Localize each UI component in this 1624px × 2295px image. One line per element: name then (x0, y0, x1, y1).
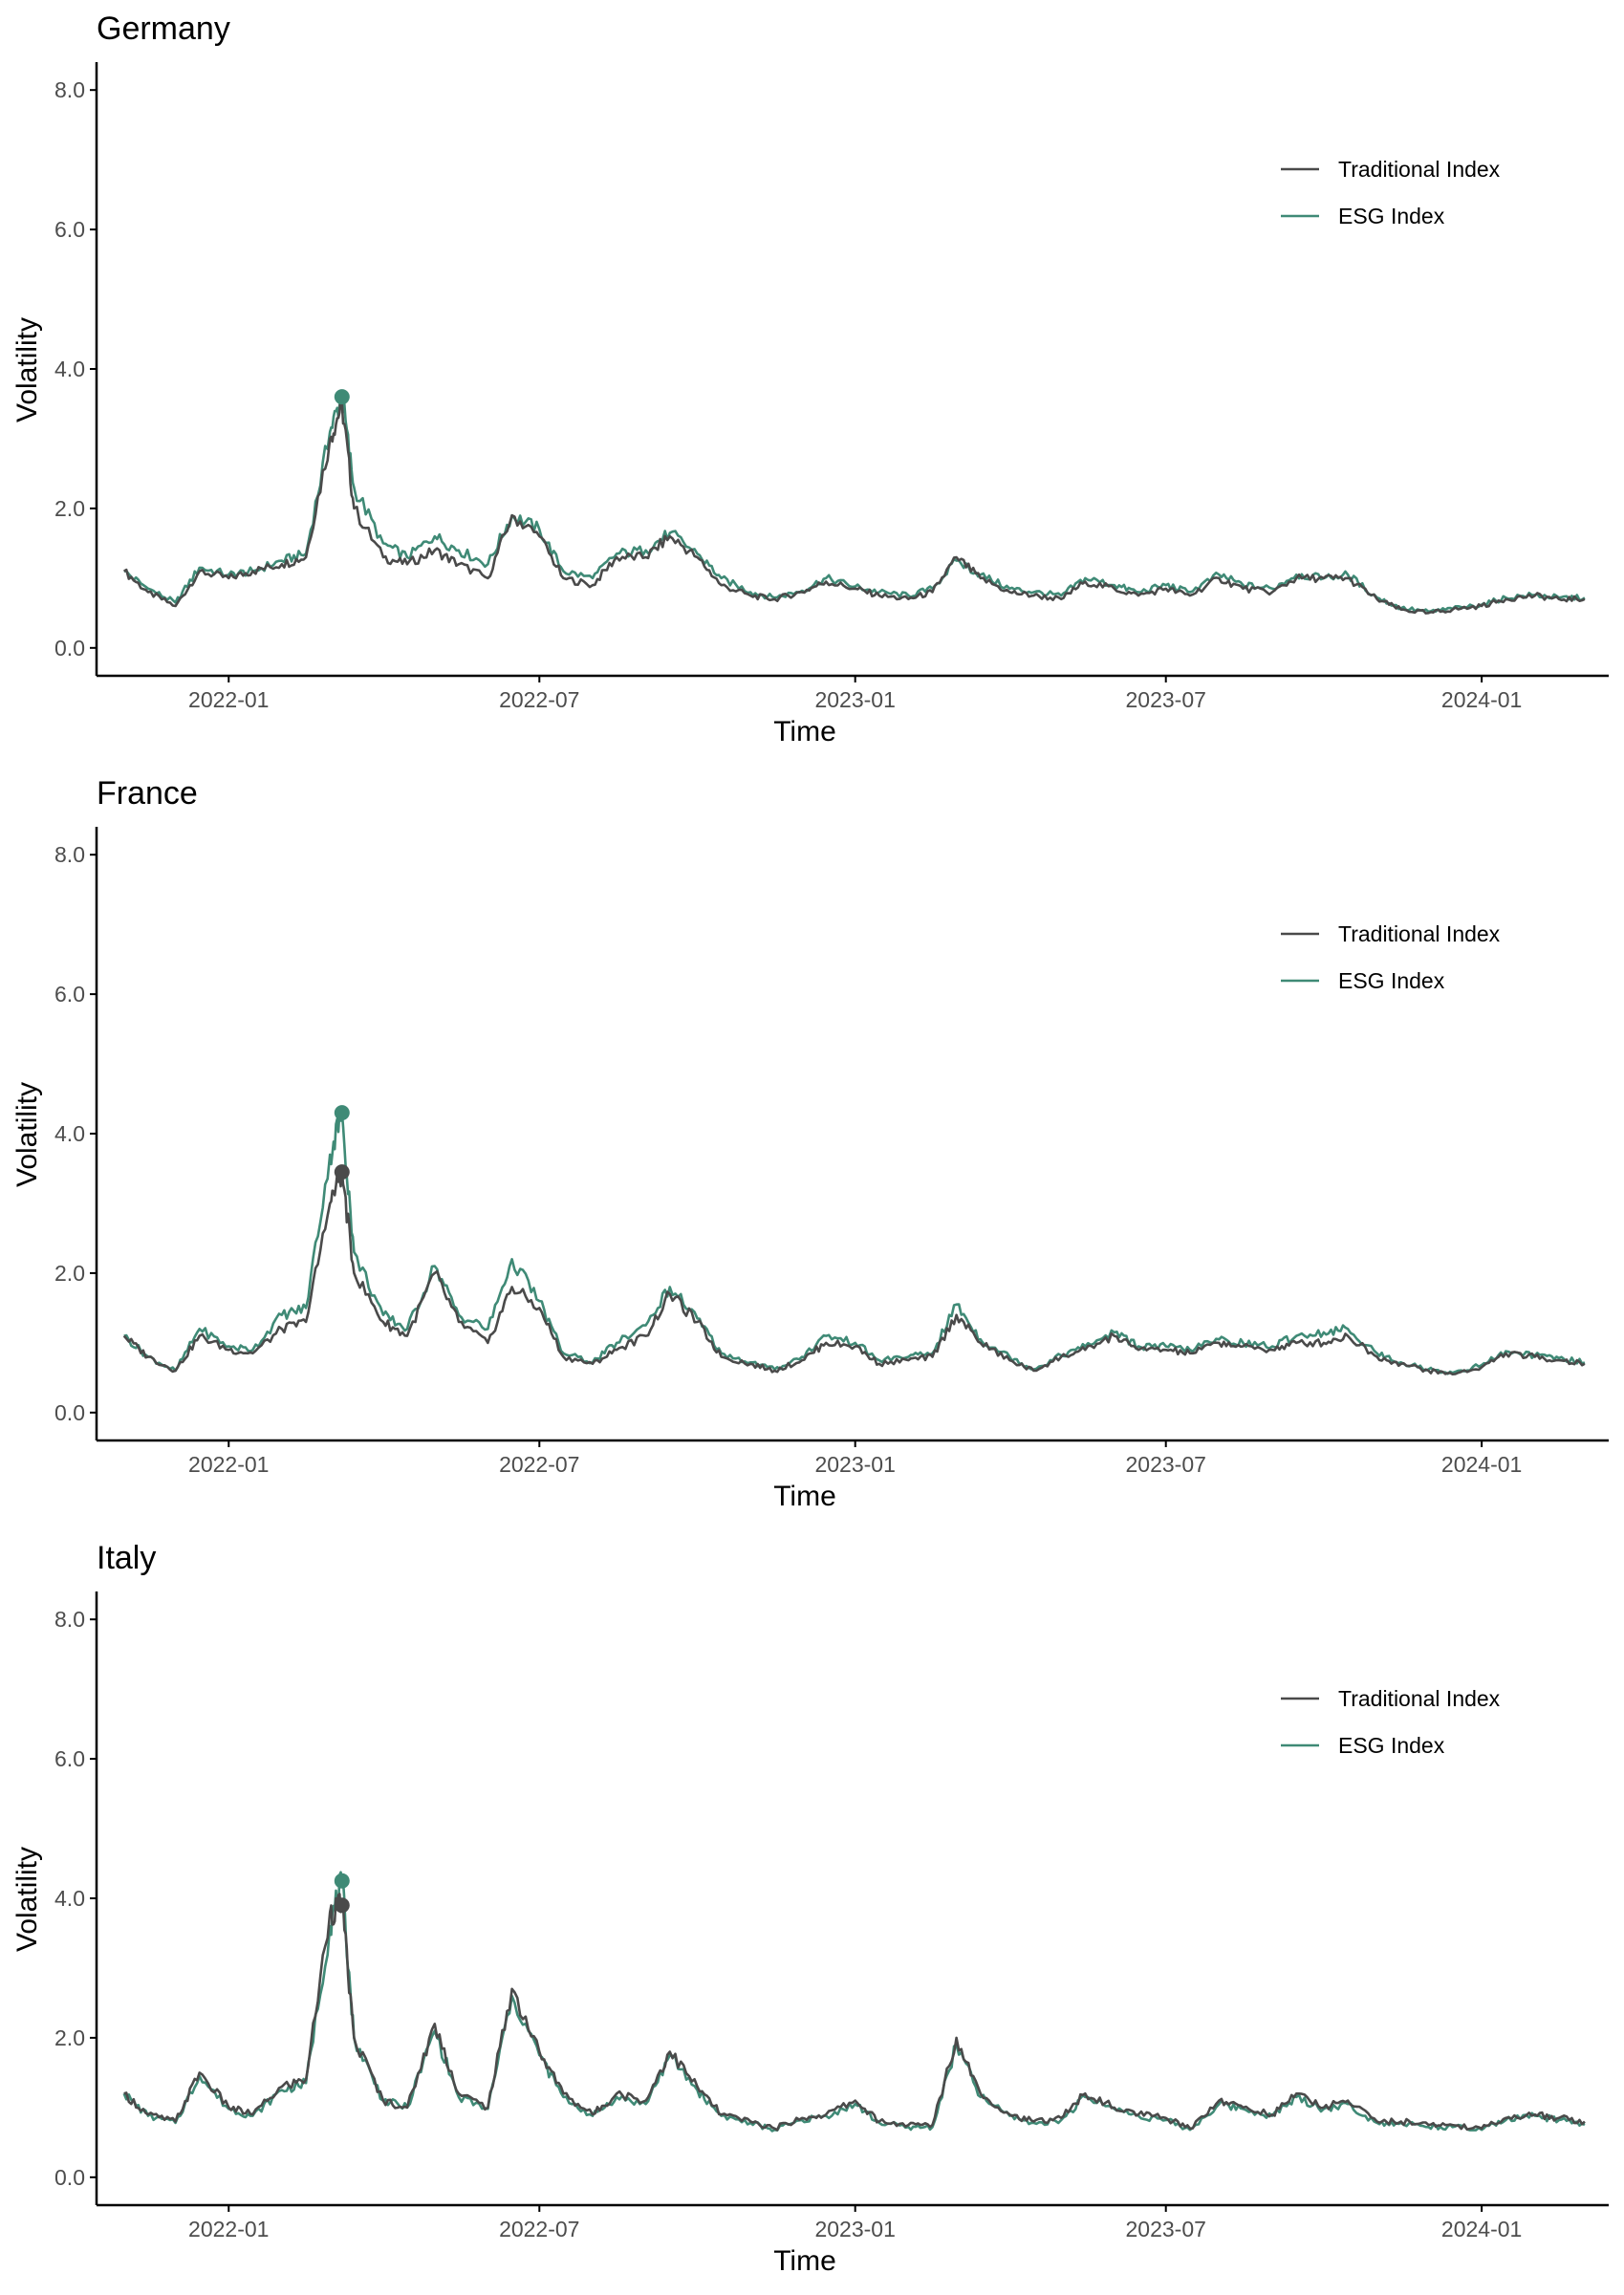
series-line-esg-index (123, 395, 1586, 614)
legend-label: Traditional Index (1338, 157, 1501, 182)
series-line-traditional-index (123, 395, 1586, 615)
y-tick-label: 6.0 (54, 1746, 85, 1771)
peak-marker-traditional-index (334, 1164, 350, 1180)
chart-title: France (97, 775, 198, 812)
y-tick-label: 2.0 (54, 496, 85, 521)
y-tick-label: 0.0 (54, 1400, 85, 1425)
y-tick-label: 2.0 (54, 1261, 85, 1286)
peak-marker-esg-index (334, 1873, 350, 1889)
x-tick-label: 2024-01 (1441, 687, 1522, 712)
x-tick-label: 2024-01 (1441, 1452, 1522, 1477)
y-axis-label: Volatility (11, 1847, 43, 1952)
x-tick-label: 2022-01 (188, 1452, 269, 1477)
x-tick-label: 2023-07 (1126, 2217, 1206, 2241)
y-tick-label: 2.0 (54, 2025, 85, 2050)
y-tick-label: 4.0 (54, 357, 85, 381)
peak-marker-esg-index (334, 1105, 350, 1121)
peak-marker-esg-index (334, 389, 350, 405)
legend-label: ESG Index (1338, 204, 1445, 228)
peak-marker-traditional-index (334, 1897, 350, 1914)
series-line-traditional-index (122, 1170, 1586, 1375)
x-tick-label: 2024-01 (1441, 2217, 1522, 2241)
x-tick-label: 2023-07 (1126, 687, 1206, 712)
x-tick-label: 2023-01 (814, 687, 895, 712)
y-tick-label: 4.0 (54, 1121, 85, 1146)
y-tick-label: 4.0 (54, 1886, 85, 1911)
x-tick-label: 2022-07 (499, 2217, 579, 2241)
y-tick-label: 0.0 (54, 2165, 85, 2190)
y-tick-label: 8.0 (54, 77, 85, 102)
chart-title: Italy (97, 1540, 156, 1576)
x-tick-label: 2022-07 (499, 687, 579, 712)
x-tick-label: 2022-01 (188, 2217, 269, 2241)
y-tick-label: 6.0 (54, 982, 85, 1007)
series-line-traditional-index (123, 1893, 1586, 2132)
y-tick-label: 6.0 (54, 217, 85, 242)
y-axis-label: Volatility (11, 1082, 43, 1187)
y-tick-label: 8.0 (54, 842, 85, 867)
chart-panel-france: France 0.0 2.0 4.0 6.0 8.0 2022-01 2022-07 2023-… (11, 775, 1609, 1512)
x-axis-label: Time (773, 1481, 836, 1512)
y-axis-label: Volatility (11, 317, 43, 422)
chart-panel-germany: Germany 0.0 2.0 4.0 6.0 8.0 2022-01 2022-07 2023… (11, 11, 1609, 747)
legend-label: Traditional Index (1338, 1686, 1501, 1711)
x-tick-label: 2022-07 (499, 1452, 579, 1477)
x-tick-label: 2023-01 (814, 1452, 895, 1477)
legend-label: ESG Index (1338, 968, 1445, 993)
x-tick-label: 2022-01 (188, 687, 269, 712)
legend-label: ESG Index (1338, 1733, 1445, 1758)
chart-title: Germany (97, 11, 230, 47)
x-tick-label: 2023-07 (1126, 1452, 1206, 1477)
x-tick-label: 2023-01 (814, 2217, 895, 2241)
y-tick-label: 0.0 (54, 636, 85, 660)
legend-label: Traditional Index (1338, 921, 1501, 946)
y-tick-label: 8.0 (54, 1607, 85, 1632)
chart-panel-italy: Italy 0.0 2.0 4.0 6.0 8.0 2022-01 2022-07 2023-0… (11, 1540, 1609, 2277)
x-axis-label: Time (773, 716, 836, 747)
x-axis-label: Time (773, 2245, 836, 2277)
series-line-esg-index (123, 1110, 1586, 1375)
